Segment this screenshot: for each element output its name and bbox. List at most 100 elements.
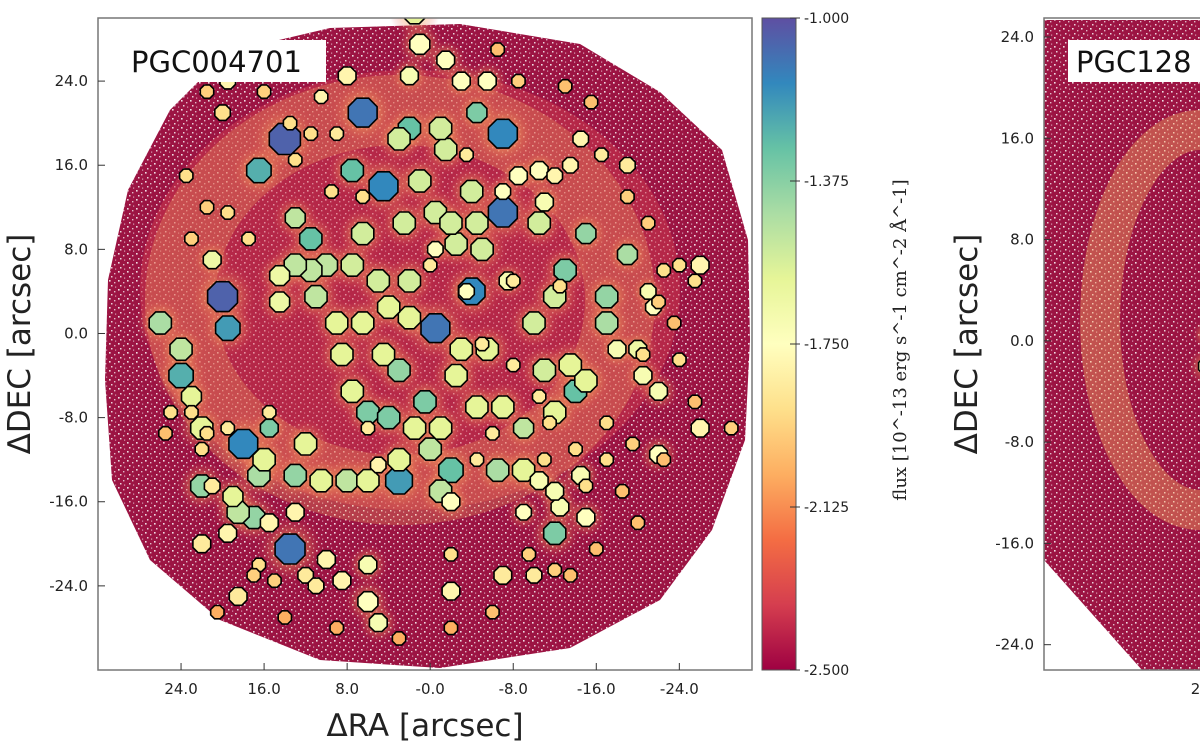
panel-2-axes-frame (1043, 17, 1200, 671)
panel-1-hii-region (521, 546, 537, 562)
panel-1-hii-region (350, 221, 375, 246)
panel-2-y-tick-label: 8.0 (1010, 231, 1034, 249)
panel-1-hii-region (274, 533, 306, 565)
panel-1-hii-region (466, 101, 488, 124)
panel-1-hii-region (505, 357, 521, 373)
panel-1-hii-region (529, 471, 549, 491)
panel-1-hii-region (614, 483, 630, 499)
panel-1-hii-region (444, 232, 468, 256)
panel-1-x-tick-label: 16.0 (247, 680, 280, 698)
panel-1-hii-region (439, 211, 463, 235)
panel-1-hii-region (268, 122, 302, 156)
panel-1-hii-region (194, 441, 210, 457)
panel-1-hii-region (616, 243, 639, 266)
panel-1-hii-region (199, 84, 215, 100)
panel-2: 24.016.024.016.08.00.0-8.0-16.0-24.0 PGC… (949, 17, 1200, 698)
panel-1-hii-region (199, 425, 215, 441)
colorbar-label: flux [10^-13 erg s^-1 cm^-2 Å^-1] (889, 179, 911, 500)
panel-1-hii-region (487, 118, 519, 149)
panel-1-hii-region (245, 157, 272, 184)
panel-1-axes-frame (97, 17, 753, 671)
panel-1-hii-region (399, 66, 420, 86)
panel-1-hii-region (451, 71, 471, 91)
panel-1-hii-region (277, 610, 293, 625)
panel-1-hii-region (428, 116, 453, 141)
panel-1-hii-region (222, 485, 244, 508)
panel-1-x-tick-label: 24.0 (164, 680, 197, 698)
panel-1-hii-region (397, 269, 422, 293)
panel-1-hii-region (723, 420, 739, 436)
panel-1-hii-region (350, 311, 375, 335)
panel-1-y-tick-label: 24.0 (55, 72, 88, 90)
panel-2-label-background (1068, 40, 1200, 82)
panel-1-hii-region (297, 566, 315, 584)
panel-1-hii-region (666, 315, 682, 331)
panel-1-hii-region (256, 84, 272, 100)
panel-1-hii-region (228, 586, 248, 607)
panel-1-hii-region (618, 156, 636, 174)
colorbar-tick-label: -2.125 (804, 500, 849, 516)
panel-1-hii-region (214, 104, 232, 122)
panel-1-hii-region (259, 418, 279, 438)
panel-1-hii-region (465, 395, 489, 419)
panel-1-hii-region (469, 452, 485, 468)
panel-1-hii-region (572, 130, 590, 148)
panel-1-hii-region (485, 425, 500, 441)
panel-1-hii-region (241, 231, 256, 247)
panel-1-hii-region (316, 549, 337, 570)
panel-1-hii-region (620, 189, 635, 205)
panel-1-hii-region (267, 573, 282, 589)
panel-1-label-background (122, 40, 326, 82)
panel-1-hii-region (534, 192, 555, 212)
panel-1-hii-region (330, 342, 354, 367)
panel-1-hii-region (293, 432, 318, 456)
panel-1-hii-region (511, 73, 526, 89)
panel-1-hii-region (259, 513, 279, 533)
panel-1-x-tick-label: 8.0 (335, 680, 359, 698)
panel-1-hii-region (459, 179, 484, 204)
colorbar-tick-label: -1.000 (804, 11, 849, 27)
panel-1-hii-region (169, 337, 193, 362)
panel-2-axes: 24.016.024.016.08.00.0-8.0-16.0-24.0 (995, 28, 1200, 698)
panel-1-hii-region (324, 311, 349, 335)
panel-1-hii-region (444, 363, 468, 388)
colorbar-tick-label: -2.500 (804, 663, 849, 679)
panel-1-hii-region (561, 156, 579, 174)
panel-1-hii-region (199, 199, 215, 215)
panel-1-hii-region (428, 416, 453, 440)
colorbar: -1.000 -1.375 -1.750 -2.125 -2.500 flux [10^… (761, 11, 911, 679)
panel-1-hii-region (261, 404, 277, 420)
panel-2-y-tick-label: -24.0 (995, 636, 1034, 654)
panel-1-hii-region (557, 78, 573, 94)
panel-1-hii-region (525, 566, 543, 584)
panel-1-hii-region (340, 379, 365, 404)
panel-1-hii-region (651, 294, 666, 310)
panel-1-hii-region (477, 71, 497, 91)
panel-1-hii-region (515, 503, 533, 521)
panel-1-y-tick-label: 16.0 (55, 156, 88, 174)
panel-1-hii-region (687, 273, 703, 289)
panel-1-hii-region (491, 395, 515, 419)
panel-1-hii-region (558, 353, 583, 377)
panel-1-hii-region (158, 425, 173, 441)
panel-1-hii-region (287, 152, 303, 168)
panel-1-hii-region (635, 347, 651, 362)
colorbar-tick-label: -1.375 (804, 174, 849, 190)
panel-1-hii-region (360, 420, 376, 436)
panel-1-hii-region (407, 169, 432, 193)
panel-1-hii-region (422, 257, 438, 273)
panel-1-hii-region (531, 389, 547, 404)
panel-1-hii-region (184, 231, 199, 247)
panel-1-y-tick-label: 8.0 (64, 240, 88, 258)
panel-1-hii-region (656, 452, 672, 468)
panel-1-hii-region (546, 167, 564, 185)
panel-1-hii-region (282, 115, 298, 131)
panel-1-hii-region (403, 18, 427, 25)
panel-1: 24.0 16.0 8.0 -0.0 -8.0 -16.0 -24.0 24.0 16.0 8.0… (2, 17, 753, 744)
panel-1-hii-region (409, 33, 431, 56)
panel-1-hii-region (443, 546, 459, 562)
panel-1-hii-region (562, 567, 578, 583)
panel-2-y-tick-label: -8.0 (1005, 433, 1034, 451)
panel-1-hii-region (376, 295, 401, 320)
